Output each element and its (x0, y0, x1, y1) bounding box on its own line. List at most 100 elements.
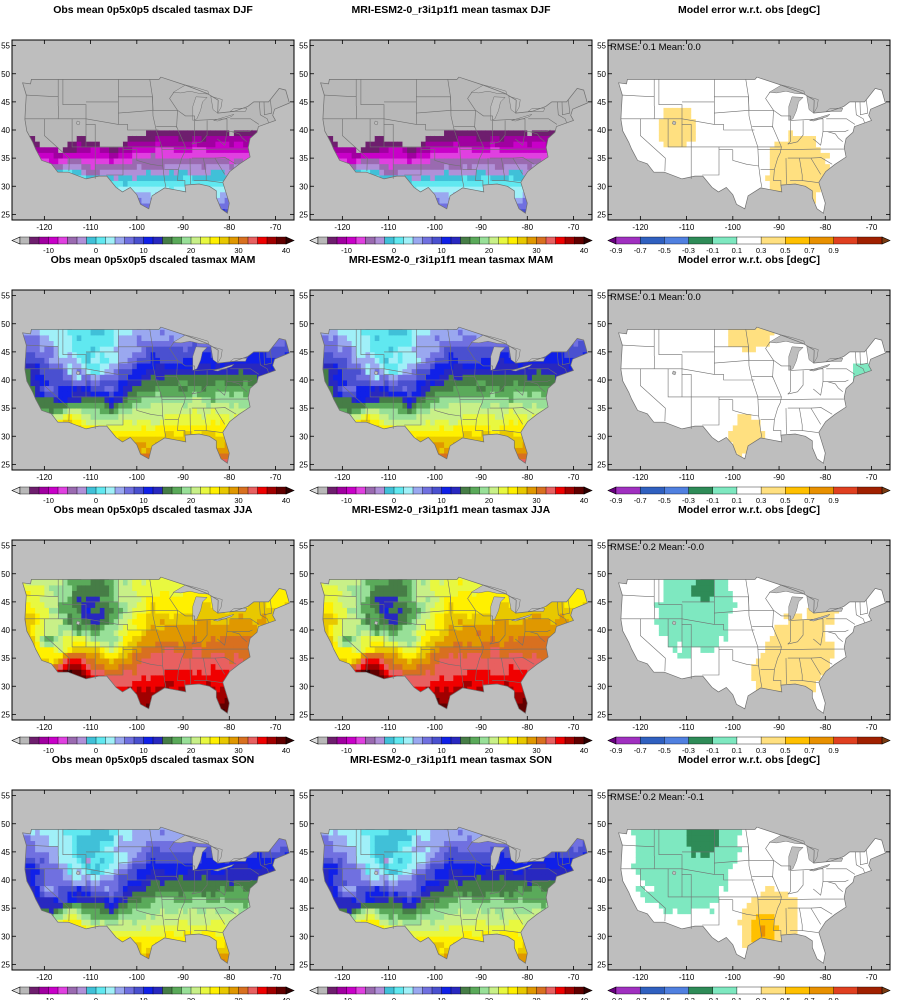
colorbar-box (526, 236, 537, 245)
y-tick-label: 25 (299, 210, 308, 219)
colorbar-label: 20 (187, 746, 195, 755)
colorbar-label: -10 (43, 496, 54, 505)
colorbar-box (114, 236, 125, 245)
colorbar-box (124, 736, 135, 745)
colorbar-low-arrow (11, 736, 21, 745)
x-tick-label: -70 (270, 973, 282, 982)
colorbar-box (247, 486, 258, 495)
x-tick-label: -110 (83, 973, 99, 982)
colorbar-label: -10 (341, 996, 352, 1000)
colorbar-box (38, 236, 49, 245)
x-tick-label: -100 (427, 473, 444, 482)
y-tick-label: 30 (1, 682, 10, 691)
colorbar-label: 20 (187, 996, 195, 1000)
colorbar-label: 40 (580, 996, 588, 1000)
y-tick-label: 55 (299, 542, 308, 551)
colorbar-label: 20 (485, 996, 493, 1000)
colorbar-box (346, 486, 357, 495)
colorbar-box (29, 986, 40, 995)
map-panel-djf-model: MRI-ESM2-0_r3i1p1f1 mean tasmax DJF 25 30 3… (299, 4, 593, 255)
colorbar-box (336, 486, 347, 495)
error-stats: RMSE: 0.2 Mean: -0.1 (610, 792, 704, 803)
colorbar-box (507, 236, 518, 245)
colorbar-box (450, 486, 461, 495)
x-tick-label: -90 (773, 723, 785, 732)
colorbar-box (412, 486, 423, 495)
colorbar-box (276, 736, 287, 745)
y-tick-label: 55 (299, 42, 308, 51)
colorbar-high-arrow (285, 486, 295, 495)
temperature-colorbar: -10 0 10 20 30 40 (11, 986, 295, 1000)
colorbar-high-arrow (285, 736, 295, 745)
colorbar-box (688, 486, 714, 495)
colorbar-box (124, 236, 135, 245)
colorbar-label: 10 (437, 746, 445, 755)
colorbar-box (336, 736, 347, 745)
colorbar-box (545, 736, 556, 745)
colorbar-box (517, 736, 528, 745)
colorbar-box (422, 986, 433, 995)
colorbar-box (317, 736, 328, 745)
colorbar-box (276, 486, 287, 495)
colorbar-label: -0.9 (610, 246, 623, 255)
colorbar-box (374, 236, 385, 245)
x-tick-label: -80 (819, 473, 831, 482)
colorbar-box (688, 736, 714, 745)
geography-overlay (618, 326, 886, 464)
colorbar-box (171, 486, 182, 495)
x-tick-label: -100 (725, 973, 742, 982)
colorbar-label: 20 (485, 496, 493, 505)
colorbar-label: 0.9 (828, 496, 838, 505)
error-stats: RMSE: 0.1 Mean: 0.0 (610, 42, 701, 53)
colorbar-box (67, 736, 78, 745)
colorbar-box (412, 986, 423, 995)
colorbar-box (574, 236, 585, 245)
colorbar-label: 0.3 (756, 246, 766, 255)
x-tick-label: -70 (866, 723, 878, 732)
x-tick-label: -70 (568, 723, 580, 732)
x-tick-label: -70 (270, 223, 282, 232)
y-tick-label: 30 (299, 932, 308, 941)
colorbar-label: 10 (437, 246, 445, 255)
colorbar-box (507, 486, 518, 495)
y-tick-label: 40 (1, 126, 10, 135)
colorbar-box (133, 486, 144, 495)
colorbar-box (615, 486, 641, 495)
colorbar-box (785, 986, 810, 995)
x-tick-label: -90 (177, 973, 189, 982)
x-tick-label: -80 (521, 223, 533, 232)
x-tick-label: -110 (381, 473, 397, 482)
colorbar-box (143, 236, 154, 245)
colorbar-box (664, 236, 689, 245)
colorbar-box (688, 236, 714, 245)
colorbar-box (479, 986, 490, 995)
geography-overlay (618, 826, 886, 964)
colorbar-box (317, 236, 328, 245)
y-tick-label: 30 (299, 682, 308, 691)
colorbar-box (327, 736, 338, 745)
colorbar-box (257, 986, 268, 995)
colorbar-label: -0.1 (706, 996, 719, 1000)
colorbar-box (460, 986, 471, 995)
y-tick-label: 55 (1, 542, 10, 551)
error-colorbar: -0.9 -0.7 -0.5 -0.3 -0.1 0.1 0.3 0.5 0.7 0.9 (607, 736, 891, 755)
error-colorbar: -0.9 -0.7 -0.5 -0.3 -0.1 0.1 0.3 0.5 0.7 0.9 (607, 486, 891, 505)
colorbar-label: 40 (580, 246, 588, 255)
y-tick-label: 45 (299, 848, 308, 857)
colorbar-box (355, 736, 366, 745)
colorbar-label: -0.3 (682, 996, 695, 1000)
x-tick-label: -120 (632, 223, 649, 232)
y-tick-label: 40 (1, 626, 10, 635)
colorbar-low-arrow (11, 986, 21, 995)
colorbar-label: 0.5 (780, 496, 790, 505)
x-tick-label: -100 (725, 223, 742, 232)
colorbar-high-arrow (881, 986, 891, 995)
colorbar-label: -0.3 (682, 246, 695, 255)
colorbar-box (760, 736, 786, 745)
colorbar-box (171, 736, 182, 745)
colorbar-box (488, 486, 499, 495)
x-tick-label: -120 (632, 473, 649, 482)
colorbar-box (555, 486, 566, 495)
colorbar-box (785, 236, 810, 245)
colorbar-box (639, 986, 665, 995)
